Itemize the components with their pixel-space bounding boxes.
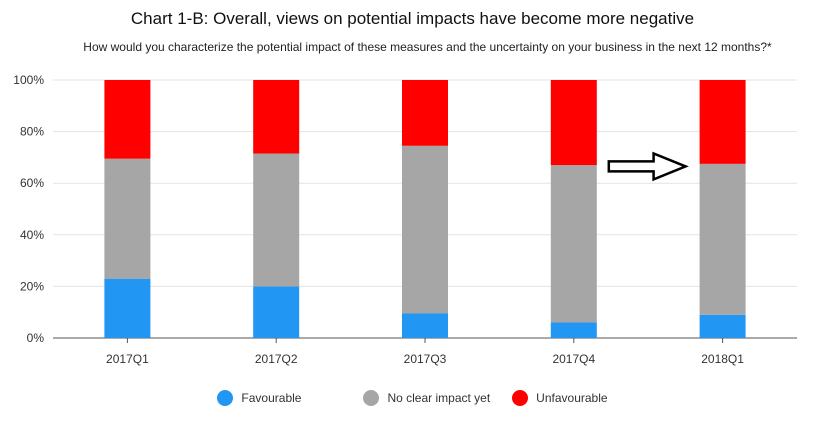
y-tick-label: 0% <box>27 331 45 345</box>
y-tick-label: 40% <box>20 228 44 242</box>
x-tick-label: 2018Q1 <box>701 352 744 366</box>
x-tick-label: 2017Q1 <box>106 352 149 366</box>
legend-swatch-no-clear-impact <box>363 390 380 406</box>
bar-segment-no-clear-impact-yet-2017q3 <box>402 145 448 314</box>
y-tick-label: 100% <box>13 73 44 87</box>
legend-label-no-clear-impact: No clear impact yet <box>387 391 491 405</box>
legend-item-unfavourable: Unfavourable <box>512 390 608 406</box>
bar-segment-no-clear-impact-yet-2017q4 <box>550 165 597 323</box>
bar-segment-favourable-2017q1 <box>104 278 151 338</box>
bar-segment-unfavourable-2018q1 <box>699 80 746 164</box>
bar-segment-unfavourable-2017q1 <box>104 80 151 159</box>
y-tick-label: 80% <box>20 125 44 139</box>
bar-segment-no-clear-impact-yet-2017q2 <box>253 153 300 287</box>
legend-item-favourable: Favourable <box>217 390 301 406</box>
x-tick-label: 2017Q4 <box>552 352 595 366</box>
bar-segment-unfavourable-2017q2 <box>253 80 300 154</box>
bar-segment-unfavourable-2017q4 <box>550 80 597 166</box>
legend-label-favourable: Favourable <box>241 391 302 405</box>
legend-item-no-clear-impact: No clear impact yet <box>363 390 490 406</box>
bar-segment-unfavourable-2017q3 <box>402 80 448 146</box>
x-tick-label: 2017Q3 <box>404 352 447 366</box>
chart-legend: Favourable No clear impact yet Unfavoura… <box>0 390 825 406</box>
chart-subtitle: How would you characterize the potential… <box>83 40 772 54</box>
bar-segment-favourable-2017q3 <box>402 313 448 338</box>
legend-swatch-favourable <box>217 390 234 406</box>
legend-label-unfavourable: Unfavourable <box>536 391 608 405</box>
y-tick-label: 60% <box>20 176 44 190</box>
legend-swatch-unfavourable <box>512 390 529 406</box>
right-arrow-icon <box>607 151 689 182</box>
bar-segment-favourable-2017q2 <box>253 286 300 338</box>
bar-segment-favourable-2018q1 <box>699 314 746 338</box>
x-tick-label: 2017Q2 <box>255 352 298 366</box>
bar-segment-favourable-2017q4 <box>550 322 597 338</box>
y-tick-label: 20% <box>20 279 44 293</box>
bar-segment-no-clear-impact-yet-2018q1 <box>699 163 746 315</box>
bar-segment-no-clear-impact-yet-2017q1 <box>104 158 151 279</box>
chart-title: Chart 1-B: Overall, views on potential i… <box>130 9 695 28</box>
